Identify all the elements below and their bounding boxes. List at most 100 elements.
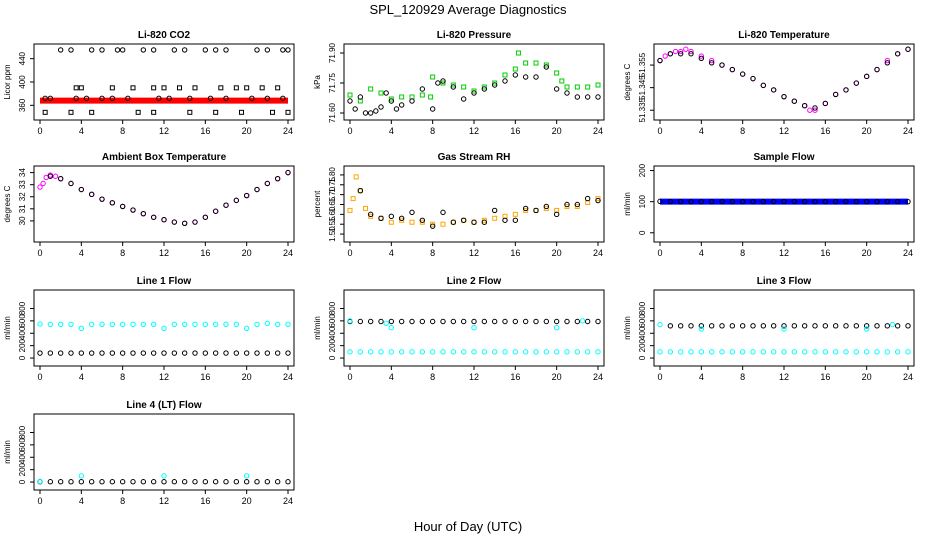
y-axis-label: ml/min [3,440,12,464]
series-line2-low [347,349,601,355]
data-point [708,198,715,205]
data-point [440,349,446,355]
y-tick-label: 800 [638,301,647,315]
data-point [233,85,239,91]
y-axis-label: ml/min [623,192,632,216]
x-tick-label: 4 [699,248,704,258]
data-point [863,198,870,205]
panel-title: Li-820 Temperature [738,30,830,41]
data-point [357,94,364,100]
x-tick-label: 4 [79,496,84,506]
series-mid-values [73,85,281,91]
data-point [264,479,271,485]
data-point [481,318,488,325]
data-point [378,349,384,355]
y-tick-label: 400 [638,326,647,340]
series-line4-spikes [37,473,250,485]
data-point [429,223,436,229]
x-tick-label: 12 [469,126,479,136]
data-point [367,318,374,325]
data-point [68,47,74,53]
data-point [770,87,777,93]
data-point [140,479,147,485]
series-temp-sample [657,46,911,111]
x-tick-label: 20 [242,496,252,506]
data-point [471,90,477,96]
data-point [399,94,405,100]
data-point [481,219,488,225]
data-point [78,350,85,356]
y-tick-label: 30 [18,216,27,225]
y-tick-label: 71.75 [328,72,337,93]
data-point [78,85,84,91]
x-tick-label: 4 [699,126,704,136]
y-tick-label: 360 [18,98,27,112]
x-tick-label: 24 [903,126,913,136]
panel-title: Li-820 CO2 [138,30,191,41]
data-point [270,109,275,115]
data-point [874,349,880,355]
data-point [729,66,736,73]
x-tick-label: 0 [37,496,42,506]
data-point [399,217,405,223]
data-point [274,479,281,485]
data-point [274,350,281,356]
data-point [212,208,219,214]
data-point [202,479,209,485]
data-point [347,98,353,104]
data-point [202,350,209,356]
data-point [119,350,126,356]
data-point [657,198,663,205]
data-point [202,321,209,327]
data-point [843,323,849,329]
data-point [512,211,518,217]
data-point [791,198,798,205]
data-point [781,198,787,205]
y-tick-label: 51.345 [638,75,647,100]
data-point [884,60,891,66]
data-point [171,47,178,53]
data-point [73,85,79,91]
x-tick-label: 0 [657,248,662,258]
y-tick-label: 31 [18,204,27,213]
data-point [398,102,405,108]
data-point [491,318,498,325]
data-point [515,50,521,56]
x-tick-label: 12 [159,496,169,506]
plot-frame [343,289,605,367]
data-point [109,350,116,356]
data-point [574,84,580,90]
data-point [181,321,188,327]
data-point [884,198,891,205]
panel-line4: Line 4 (LT) Flow ml/min 0 4 8 12 16 20 24 0 200400… [3,400,295,506]
data-point [677,323,684,329]
data-point [243,479,250,485]
data-point [522,349,529,355]
data-point [471,324,477,331]
data-point [533,60,539,66]
data-point [161,473,167,479]
data-point [708,349,715,355]
data-point [853,198,860,205]
data-point [460,318,467,325]
data-point [832,323,839,329]
data-point [409,318,415,325]
y-tick-label: 0 [638,230,647,235]
x-tick-label: 8 [120,248,125,258]
data-point [574,201,581,208]
data-point [161,85,167,91]
data-point [47,321,54,327]
y-tick-label: 0 [18,355,27,360]
series-line2-dips [347,318,586,331]
data-point [429,318,436,325]
data-point [114,47,121,53]
data-point [543,318,550,325]
data-point [202,47,209,53]
data-point [698,349,705,355]
data-point [347,349,353,355]
x-tick-label: 12 [469,248,479,258]
data-point [884,57,891,64]
data-point [564,318,570,325]
x-tick-label: 16 [820,372,830,382]
data-point [212,321,219,327]
